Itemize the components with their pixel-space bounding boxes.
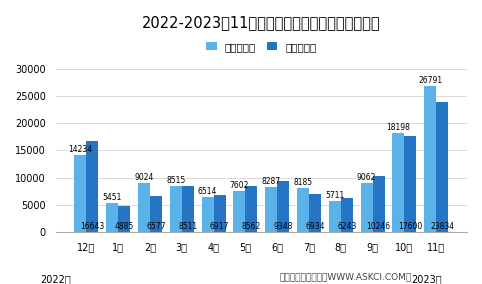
Text: 8515: 8515 <box>166 176 186 185</box>
Text: 18198: 18198 <box>387 123 410 132</box>
Bar <box>201 197 214 232</box>
Text: 8511: 8511 <box>178 222 198 231</box>
Bar <box>86 141 98 232</box>
Text: 制图：中商情报网（WWW.ASKCI.COM）: 制图：中商情报网（WWW.ASKCI.COM） <box>280 272 412 281</box>
Bar <box>329 201 341 232</box>
Text: 2023年: 2023年 <box>411 274 442 284</box>
Text: 5451: 5451 <box>103 193 122 202</box>
Text: 8185: 8185 <box>294 178 312 187</box>
Text: 7602: 7602 <box>229 181 249 190</box>
Bar <box>150 196 162 232</box>
Text: 9024: 9024 <box>134 173 154 182</box>
Bar <box>392 133 404 232</box>
Text: 8287: 8287 <box>262 177 281 186</box>
Bar <box>245 185 257 232</box>
Bar <box>404 136 416 232</box>
Text: 4885: 4885 <box>115 222 134 231</box>
Text: 17600: 17600 <box>398 222 423 231</box>
Text: 16643: 16643 <box>80 222 105 231</box>
Bar <box>297 188 309 232</box>
Bar <box>214 195 226 232</box>
Text: 6934: 6934 <box>305 222 325 231</box>
Bar <box>309 195 321 232</box>
Bar <box>424 86 436 232</box>
Bar <box>182 186 194 232</box>
Bar <box>118 206 130 232</box>
Bar <box>106 202 118 232</box>
Text: 5711: 5711 <box>325 191 344 200</box>
Bar <box>138 183 150 232</box>
Bar <box>265 187 277 232</box>
Text: 6514: 6514 <box>198 187 217 196</box>
Title: 2022-2023年11月赛力斯新能源汽车产销统计情况: 2022-2023年11月赛力斯新能源汽车产销统计情况 <box>142 15 381 30</box>
Text: 9062: 9062 <box>357 173 376 182</box>
Text: 6243: 6243 <box>337 222 357 231</box>
Text: 6917: 6917 <box>210 222 229 231</box>
Legend: 产量（辆）, 销量（辆）: 产量（辆）, 销量（辆） <box>202 38 321 56</box>
Bar <box>436 102 448 232</box>
Bar <box>373 176 385 232</box>
Text: 23834: 23834 <box>430 222 455 231</box>
Text: 2022年: 2022年 <box>40 274 71 284</box>
Text: 10246: 10246 <box>367 222 391 231</box>
Text: 6577: 6577 <box>146 222 166 231</box>
Bar <box>277 181 289 232</box>
Text: 8562: 8562 <box>242 222 261 231</box>
Bar <box>170 186 182 232</box>
Bar <box>233 191 245 232</box>
Bar <box>361 183 373 232</box>
Bar <box>74 154 86 232</box>
Text: 14234: 14234 <box>68 145 93 154</box>
Bar <box>341 198 353 232</box>
Text: 9348: 9348 <box>274 222 293 231</box>
Text: 26791: 26791 <box>418 76 442 85</box>
